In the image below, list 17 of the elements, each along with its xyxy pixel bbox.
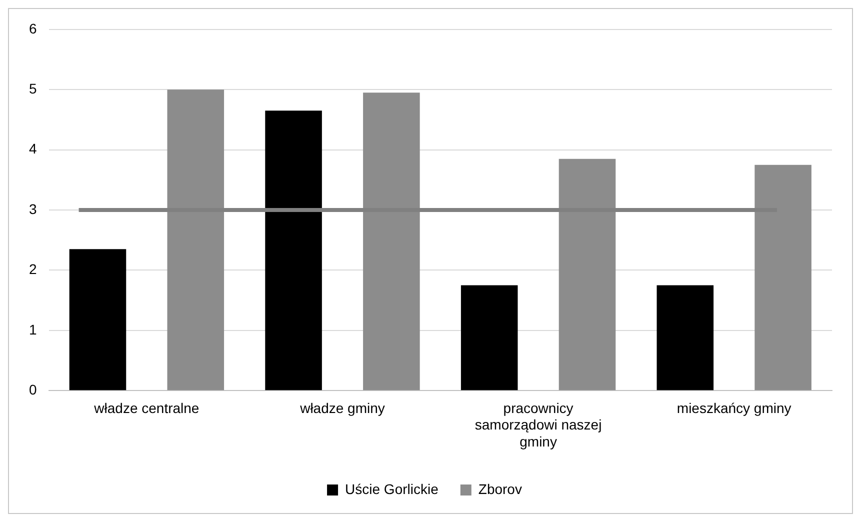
- y-tick-label: 3: [28, 200, 37, 217]
- legend-label: Uście Gorlickie: [345, 480, 439, 497]
- y-tick-label: 2: [28, 261, 37, 278]
- bar: [265, 110, 322, 390]
- x-tick-label: władze centralne: [93, 400, 200, 416]
- y-tick-label: 0: [28, 381, 37, 398]
- legend-label: Zborov: [478, 480, 522, 497]
- x-tick-label: mieszkańcy gminy: [676, 400, 792, 416]
- y-tick-label: 1: [28, 321, 37, 338]
- y-tick-label: 6: [28, 20, 37, 36]
- x-tick-label: władze gminy: [299, 400, 385, 416]
- y-tick-label: 5: [28, 80, 37, 96]
- bar: [656, 285, 714, 390]
- bar: [460, 285, 518, 390]
- bar: [69, 249, 126, 390]
- y-tick-label: 4: [28, 140, 37, 157]
- x-tick-label: pracownicy samorządowi naszej gminy: [474, 400, 602, 450]
